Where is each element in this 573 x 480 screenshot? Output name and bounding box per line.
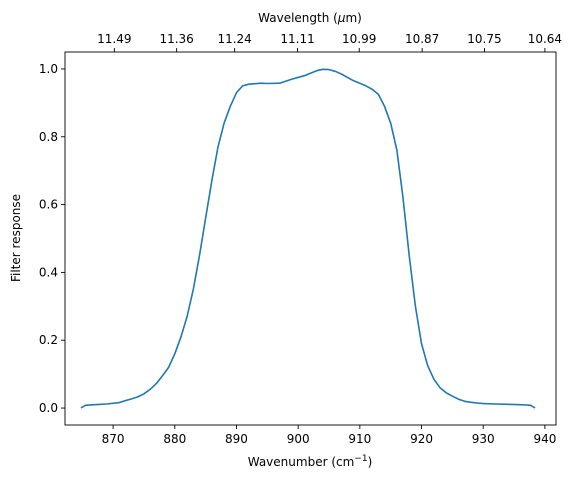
y-tick-label: 0.0 [39, 401, 58, 415]
top-tick-label: 11.49 [97, 32, 131, 46]
x-tick-label: 910 [348, 432, 371, 446]
y-tick-label: 1.0 [39, 62, 58, 76]
y-axis-label: Filter response [9, 194, 23, 282]
top-tick-label: 11.36 [159, 32, 193, 46]
y-tick-label: 0.4 [39, 265, 58, 279]
series-line [80, 68, 536, 409]
x-tick-label: 920 [410, 432, 433, 446]
x-tick-label: 890 [225, 432, 248, 446]
y-tick-label: 0.6 [39, 198, 58, 212]
x-axis-label-exponent: −1 [354, 454, 367, 464]
top-axis-label: Wavelength (μm) [258, 11, 362, 25]
top-tick-label: 10.64 [528, 32, 562, 46]
top-tick-label: 10.99 [342, 32, 376, 46]
x-tick-label: 900 [287, 432, 310, 446]
top-tick-label: 11.11 [280, 32, 314, 46]
x-tick-label: 940 [533, 432, 556, 446]
tick-group: 870 880 890 900 910 920 930 940 0.0 0.2 0.4 0.6 0.8 1… [39, 32, 562, 446]
x-axis-label: Wavenumber (cm−1) [248, 454, 373, 469]
x-tick-label: 870 [102, 432, 125, 446]
top-tick-label: 10.87 [405, 32, 439, 46]
top-tick-label: 10.75 [467, 32, 501, 46]
y-tick-label: 0.2 [39, 333, 58, 347]
top-tick-label: 11.24 [217, 32, 251, 46]
x-tick-label: 930 [472, 432, 495, 446]
x-tick-label: 880 [163, 432, 186, 446]
plot-area [65, 52, 556, 425]
mu-symbol: μ [337, 11, 346, 25]
plot-frame [64, 51, 557, 426]
y-tick-label: 0.8 [39, 130, 58, 144]
